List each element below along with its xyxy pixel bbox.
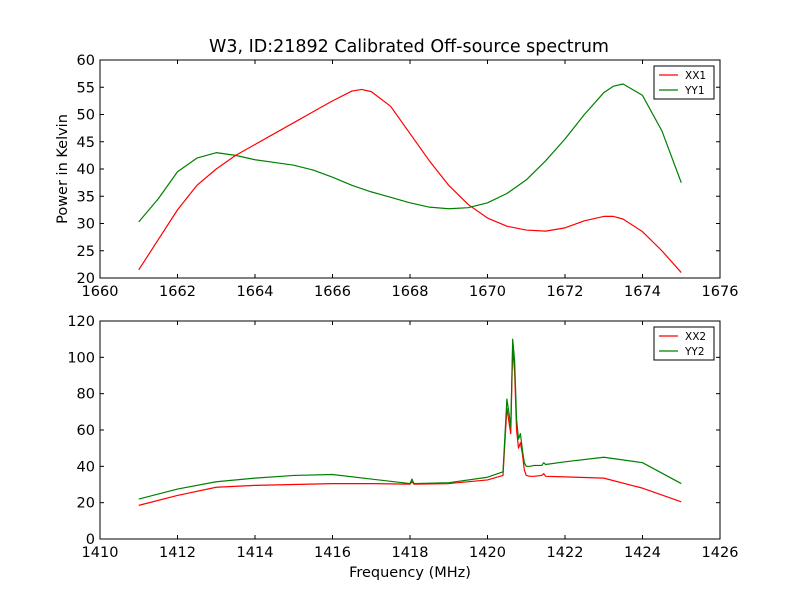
bottom-x-tick-label: 1410 xyxy=(82,545,119,561)
top-x-tick-label: 1664 xyxy=(237,284,274,300)
top-y-tick-label: 50 xyxy=(77,108,95,124)
top-y-tick-label: 20 xyxy=(77,271,95,287)
top-x-tick-label: 1676 xyxy=(702,284,739,300)
bottom-axes-frame xyxy=(99,320,721,540)
bottom-subplot: 1410 1412 1414 1416 1418 1420 1422 1424 1426 0 20 4… xyxy=(67,314,738,581)
top-legend-label-yy1: YY1 xyxy=(684,85,705,97)
top-y-tick-label: 40 xyxy=(77,162,95,178)
top-y-axis-label: Power in Kelvin xyxy=(55,114,71,224)
bottom-legend-label-yy2: YY2 xyxy=(684,346,705,358)
bottom-y-tick-label: 0 xyxy=(86,532,95,548)
top-x-tick-label: 1660 xyxy=(82,284,119,300)
top-y-tick-label: 25 xyxy=(77,244,95,260)
bottom-y-tick-label: 20 xyxy=(77,496,95,512)
top-x-tick-label: 1670 xyxy=(469,284,506,300)
top-y-tick-label: 55 xyxy=(77,80,95,96)
bottom-y-tick-label: 120 xyxy=(67,314,95,330)
bottom-plot-area xyxy=(100,321,720,539)
top-x-tick-label: 1666 xyxy=(314,284,351,300)
top-x-tick-label: 1672 xyxy=(547,284,584,300)
top-plot-area xyxy=(100,60,720,278)
bottom-x-tick-label: 1416 xyxy=(314,545,351,561)
top-subplot: 1660 1662 1664 1666 1668 1670 1672 1674 1676 20 25… xyxy=(55,53,738,300)
top-series-line-yy1 xyxy=(138,83,682,223)
bottom-x-tick-label: 1426 xyxy=(702,545,739,561)
bottom-x-axis-label: Frequency (MHz) xyxy=(349,565,471,581)
bottom-x-tick-label: 1414 xyxy=(237,545,274,561)
bottom-x-tick-label: 1424 xyxy=(624,545,661,561)
bottom-y-tick-label: 40 xyxy=(77,459,95,475)
bottom-series-line-yy2 xyxy=(138,338,682,500)
top-x-tick-label: 1662 xyxy=(159,284,196,300)
top-legend-label-xx1: XX1 xyxy=(685,70,706,82)
top-legend-box xyxy=(653,65,715,100)
bottom-x-tick-label: 1412 xyxy=(159,545,196,561)
chart-title: W3, ID:21892 Calibrated Off-source spect… xyxy=(209,37,609,57)
bottom-y-tick-label: 100 xyxy=(67,350,95,366)
bottom-legend-label-xx2: XX2 xyxy=(685,331,706,343)
top-y-tick-label: 30 xyxy=(77,217,95,233)
top-x-tick-label: 1668 xyxy=(392,284,429,300)
top-y-tick-label: 35 xyxy=(77,189,95,205)
top-x-tick-label: 1674 xyxy=(624,284,661,300)
top-y-tick-label: 60 xyxy=(77,53,95,69)
top-y-tick-label: 45 xyxy=(77,135,95,151)
top-axes-frame xyxy=(99,59,721,279)
bottom-x-tick-label: 1420 xyxy=(469,545,506,561)
bottom-x-tick-label: 1422 xyxy=(547,545,584,561)
bottom-legend-box xyxy=(653,326,715,361)
bottom-y-tick-label: 80 xyxy=(77,387,95,403)
bottom-y-tick-label: 60 xyxy=(77,423,95,439)
bottom-x-tick-label: 1418 xyxy=(392,545,429,561)
